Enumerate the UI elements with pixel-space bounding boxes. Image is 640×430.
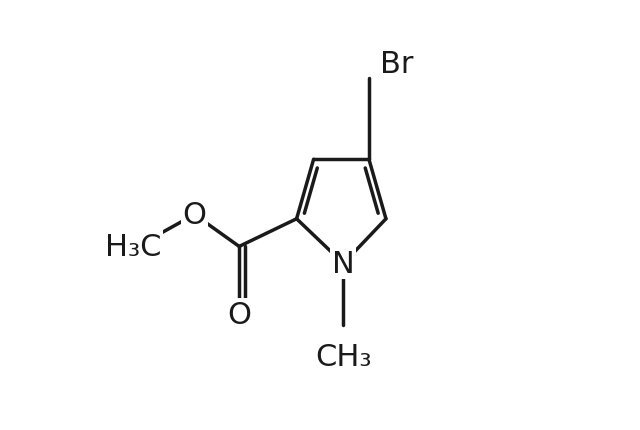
Text: O: O — [227, 300, 251, 329]
Text: CH₃: CH₃ — [315, 342, 372, 371]
Text: H₃C: H₃C — [106, 232, 162, 261]
Text: O: O — [182, 200, 207, 230]
Text: N: N — [332, 249, 355, 278]
Text: Br: Br — [380, 50, 414, 79]
